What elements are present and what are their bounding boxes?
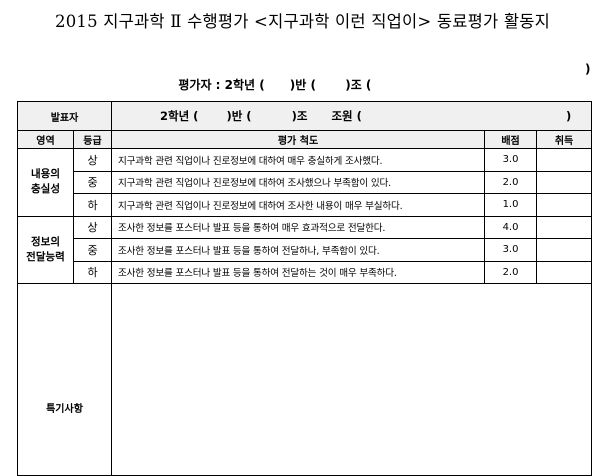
- table-row: 하 지구과학 관련 직업이나 진로정보에 대하여 조사한 내용이 매우 부실하다.…: [18, 193, 593, 217]
- grade-cell: 중: [72, 238, 113, 262]
- score-cell: 1.0: [484, 193, 538, 217]
- header-grade: 등급: [72, 130, 113, 149]
- notes-label: 특기사항: [16, 283, 113, 476]
- table-row: 내용의 충실성 상 지구과학 관련 직업이나 진로정보에 대하여 매우 충실하게 조사…: [17, 148, 593, 217]
- area-line: 충실성: [31, 183, 60, 196]
- page-title: 2015 지구과학 Ⅱ 수행평가 <지구과학 이런 직업이> 동료평가 활동지: [55, 12, 550, 31]
- area-line: 전달능력: [26, 250, 65, 263]
- grade-cell: 중: [72, 170, 113, 194]
- evaluation-table: 발표자 2학년 ( )반 ( )조 조원 ( ) 영역 등급 평가 척도 배점 …: [16, 101, 593, 476]
- table-row: 하 조사한 정보를 포스터나 발표 등을 통하여 전달하는 것이 매우 부족하다.…: [18, 260, 593, 284]
- criterion-cell: 지구과학 관련 직업이나 진로정보에 대하여 조사했으나 부족함이 있다.: [111, 170, 486, 194]
- presenter-label: 발표자: [16, 101, 113, 131]
- grade-cell: 상: [72, 215, 113, 239]
- criterion-cell: 조사한 정보를 포스터나 발표 등을 통하여 매우 효과적으로 전달한다.: [111, 215, 486, 239]
- header-score: 배점: [484, 130, 538, 149]
- grade-cell: 하: [72, 260, 113, 284]
- criterion-cell: 조사한 정보를 포스터나 발표 등을 통하여 전달하는 것이 매우 부족하다.: [111, 260, 486, 284]
- criterion-cell: 지구과학 관련 직업이나 진로정보에 대하여 매우 충실하게 조사했다.: [111, 148, 486, 172]
- evaluator-close: ): [585, 62, 591, 76]
- area-line: 정보의: [31, 235, 60, 248]
- grade-cell: 상: [72, 148, 113, 172]
- earned-cell[interactable]: [536, 193, 593, 217]
- header-criteria: 평가 척도: [111, 130, 486, 149]
- score-cell: 3.0: [484, 238, 538, 262]
- earned-cell[interactable]: [536, 170, 593, 194]
- criterion-cell: 조사한 정보를 포스터나 발표 등을 통하여 전달하나, 부족함이 있다.: [111, 238, 486, 262]
- presenter-field[interactable]: 2학년 ( )반 ( )조 조원 ( ): [111, 101, 593, 131]
- area-line: 내용의: [31, 168, 60, 181]
- earned-cell[interactable]: [536, 260, 593, 284]
- notes-field[interactable]: [111, 283, 593, 476]
- evaluator-line: 평가자 : 2학년 ( )반 ( )조 ( ): [170, 62, 590, 107]
- table-row: 중 지구과학 관련 직업이나 진로정보에 대하여 조사했으나 부족함이 있다. 2.…: [18, 170, 593, 194]
- table-row: 정보의 전달능력 상 조사한 정보를 포스터나 발표 등을 통하여 매우 효과적으로 …: [17, 215, 593, 284]
- criterion-cell: 지구과학 관련 직업이나 진로정보에 대하여 조사한 내용이 매우 부실하다.: [111, 193, 486, 217]
- earned-cell[interactable]: [536, 238, 593, 262]
- score-cell: 3.0: [484, 148, 538, 172]
- earned-cell[interactable]: [536, 215, 593, 239]
- table-row: 중 조사한 정보를 포스터나 발표 등을 통하여 전달하나, 부족함이 있다. 3.…: [18, 238, 593, 262]
- header-area: 영역: [17, 130, 74, 149]
- evaluator-label: 평가자 : 2학년 ( )반 ( )조 (: [178, 78, 372, 92]
- header-earned: 취득: [536, 130, 593, 149]
- score-cell: 4.0: [484, 215, 538, 239]
- earned-cell[interactable]: [536, 148, 593, 172]
- score-cell: 2.0: [484, 260, 538, 284]
- grade-cell: 하: [72, 193, 113, 217]
- score-cell: 2.0: [484, 170, 538, 194]
